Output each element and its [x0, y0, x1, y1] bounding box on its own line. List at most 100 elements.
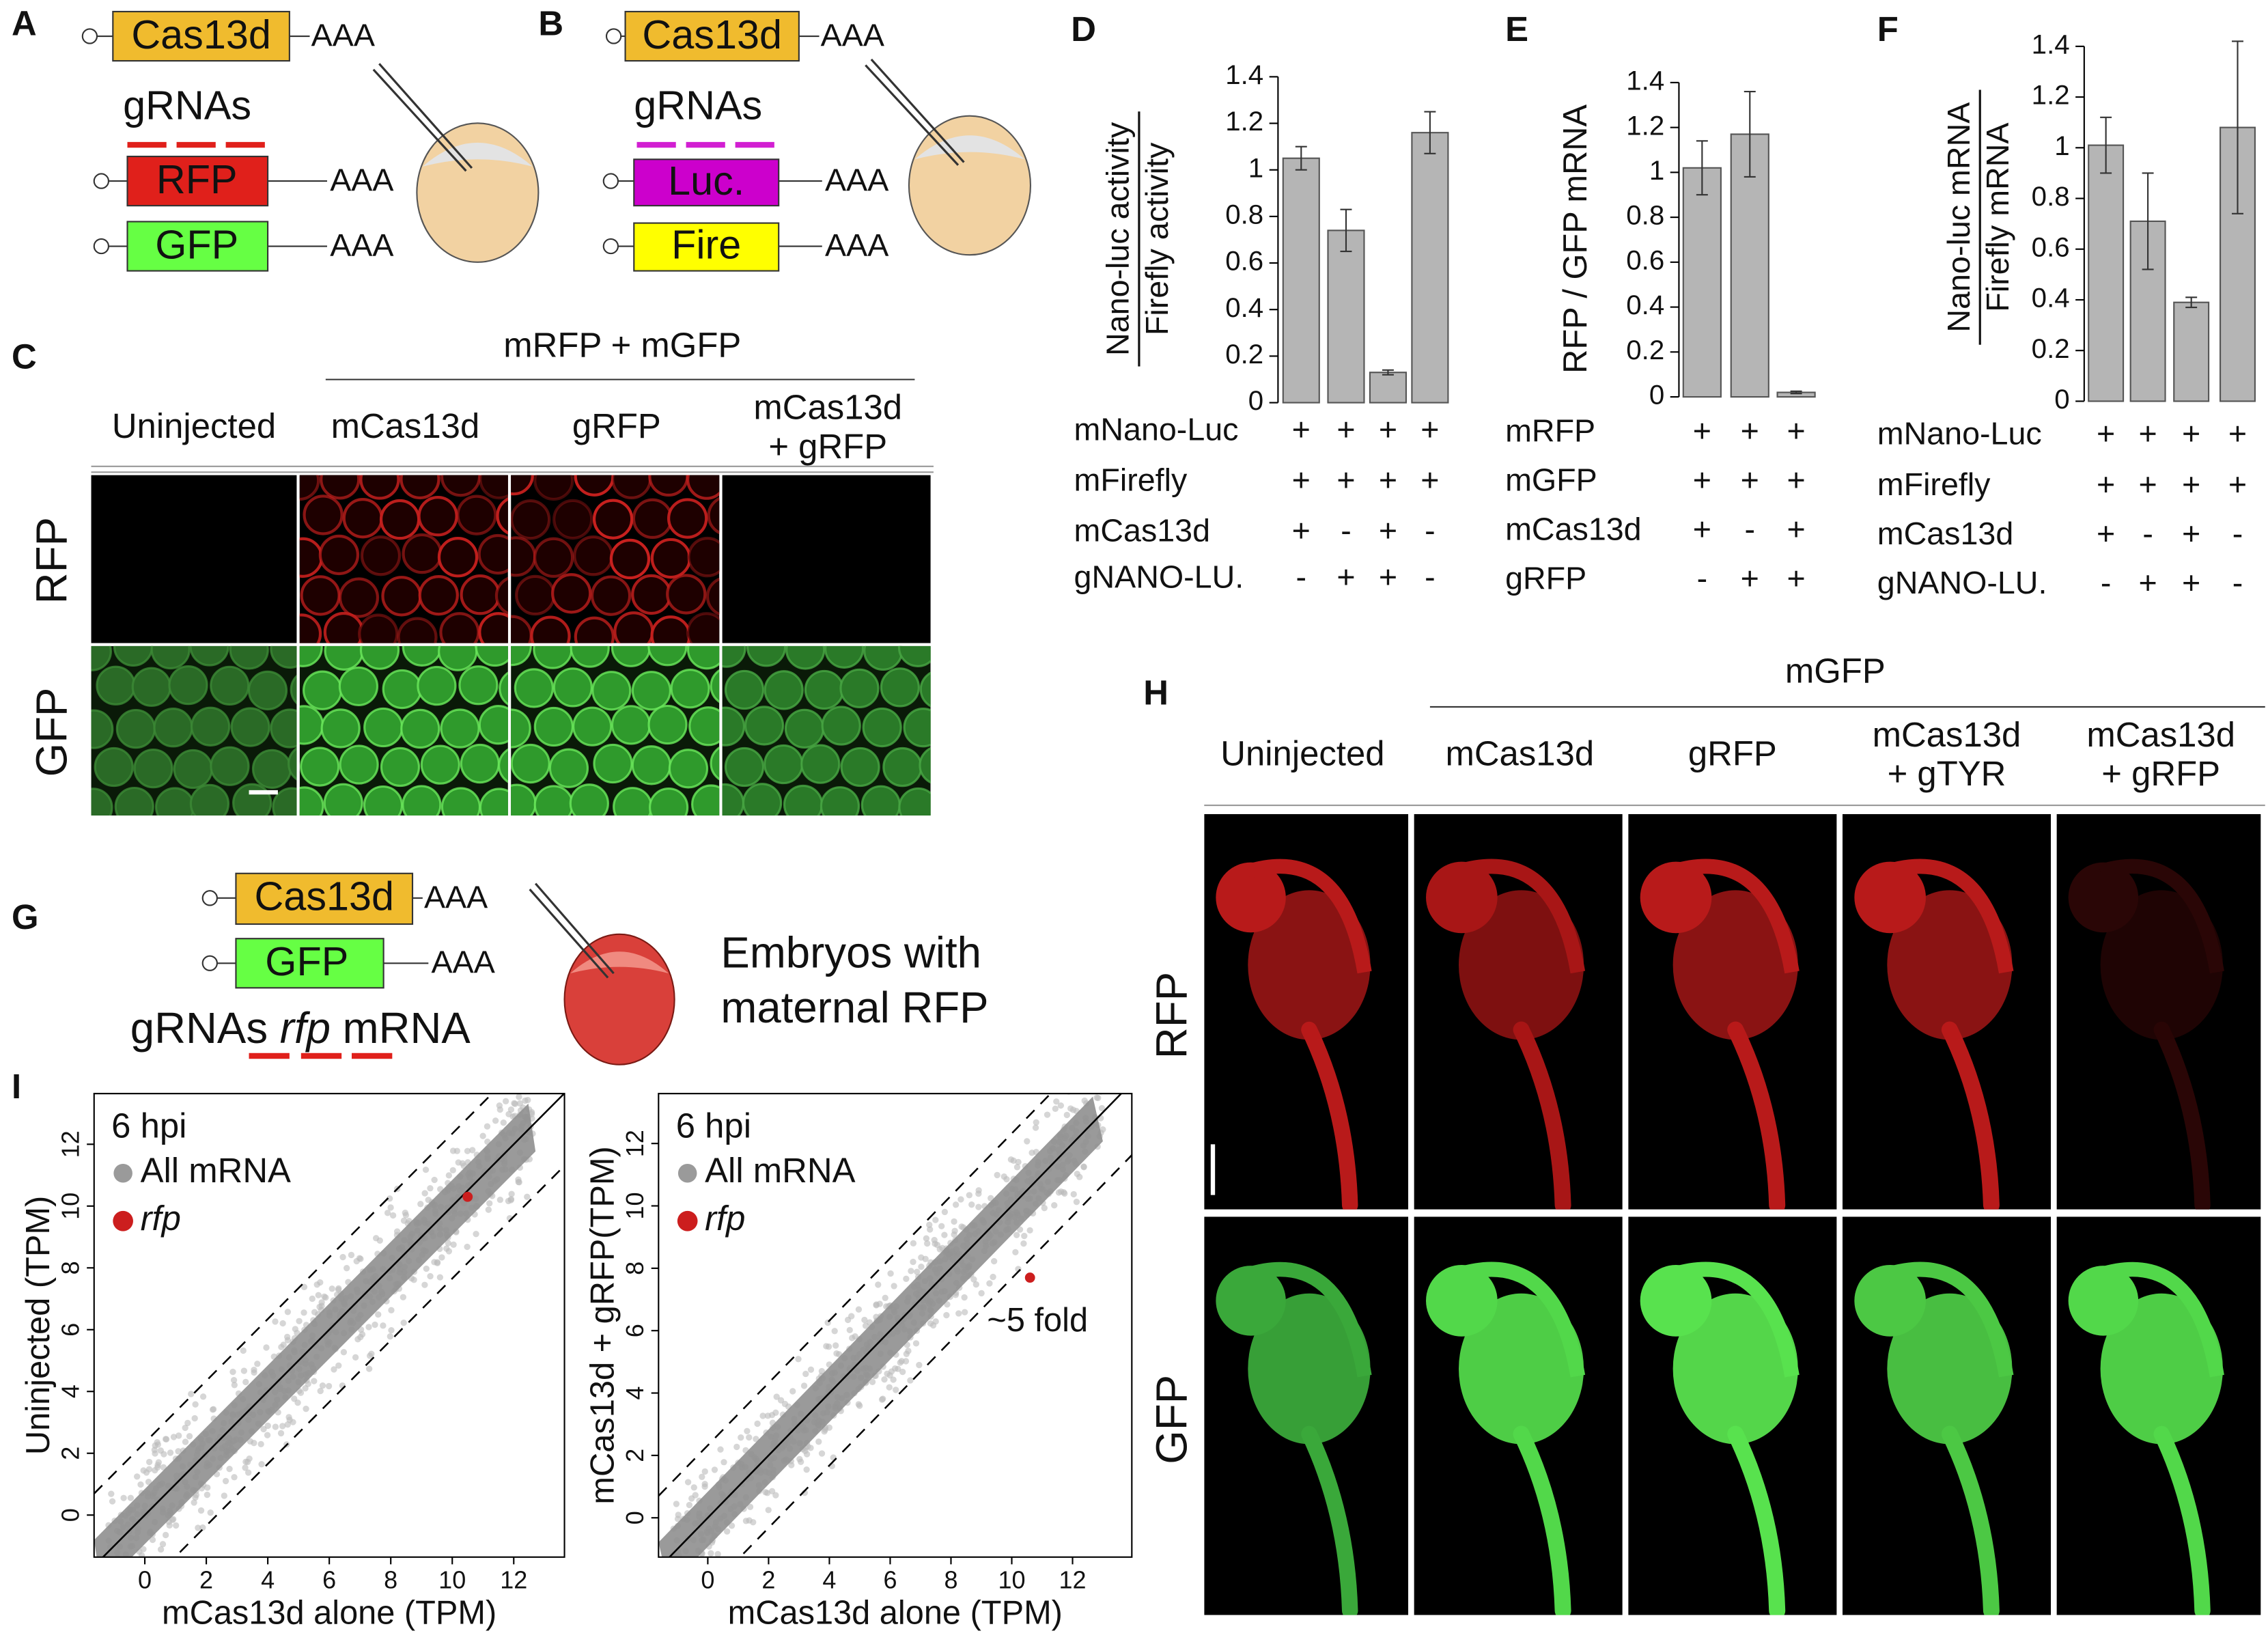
background-point — [701, 1468, 708, 1475]
background-point — [317, 1387, 324, 1395]
needle-icon — [529, 882, 615, 979]
background-point — [184, 1419, 191, 1427]
condition-mark: + — [2138, 565, 2157, 600]
embryo — [397, 617, 438, 643]
micrograph — [91, 475, 297, 643]
background-point — [485, 1206, 492, 1213]
background-point — [686, 1561, 692, 1567]
background-point — [175, 1448, 182, 1455]
embryo — [494, 576, 508, 615]
embryo — [742, 783, 783, 816]
background-point — [1076, 1054, 1082, 1060]
background-point — [910, 1258, 916, 1266]
background-point — [372, 1235, 380, 1242]
embryo — [214, 824, 251, 862]
background-point — [173, 1522, 180, 1529]
micrograph — [1842, 1216, 2052, 1615]
micrograph — [299, 475, 508, 643]
condition-label: mCas13d — [1877, 516, 2013, 551]
background-point — [115, 1562, 121, 1568]
background-point — [1013, 1231, 1020, 1238]
embryo — [400, 708, 440, 749]
y-tick-label: 0.8 — [1626, 200, 1664, 231]
embryo — [574, 475, 615, 497]
background-point — [1073, 1082, 1079, 1088]
background-point — [966, 1192, 972, 1199]
embryo — [247, 670, 288, 711]
micrograph — [2056, 813, 2261, 1210]
embryo — [460, 743, 500, 784]
condition-mark: + — [2097, 466, 2115, 502]
embryo — [530, 615, 571, 643]
embryo — [533, 475, 574, 501]
embryo — [686, 475, 720, 500]
y-tick-label: 0.6 — [2032, 232, 2070, 262]
embryo — [592, 828, 630, 865]
background-point — [912, 1340, 920, 1347]
background-point — [226, 1466, 233, 1473]
background-point — [450, 1241, 457, 1248]
y-tick-label: 1 — [1649, 155, 1664, 186]
embryo — [189, 783, 230, 816]
background-point — [505, 1111, 512, 1117]
background-point — [258, 1461, 265, 1468]
background-point — [384, 1210, 391, 1216]
background-point — [916, 1361, 923, 1369]
background-point — [445, 1240, 451, 1246]
background-point — [387, 1333, 393, 1340]
y-axis-label: Uninjected (TPM) — [20, 1196, 57, 1455]
background-point — [875, 1281, 882, 1288]
y-tick-label: 0.8 — [2032, 181, 2070, 212]
embryo — [339, 828, 377, 866]
background-point — [240, 1347, 247, 1354]
background-point — [684, 1479, 692, 1486]
row-label: GFP — [1148, 1375, 1196, 1464]
y-tick-label: 8 — [56, 1261, 84, 1274]
embryo — [456, 494, 497, 535]
background-point — [941, 1208, 949, 1216]
embryo — [650, 538, 692, 579]
background-point — [914, 1268, 921, 1275]
condition-mark: - — [1697, 561, 1708, 596]
x-tick-label: 4 — [822, 1565, 836, 1593]
y-label-denominator: Firefly mRNA — [1980, 122, 2015, 311]
background-point — [994, 1171, 1000, 1179]
background-point — [162, 1531, 169, 1539]
y-axis-label: Nano-luc mRNA Firefly mRNA — [1941, 89, 2015, 345]
embryo — [592, 499, 634, 540]
embryo — [686, 612, 720, 643]
background-point — [331, 1366, 337, 1373]
embryo — [338, 666, 379, 707]
embryo — [574, 616, 615, 643]
legend-swatch — [113, 1163, 132, 1183]
condition-mark: + — [1787, 413, 1805, 448]
background-point — [1026, 1227, 1033, 1234]
condition-mark: + — [2138, 466, 2157, 502]
error-bar — [2232, 40, 2243, 214]
embryo — [270, 708, 297, 749]
embryo — [498, 748, 508, 783]
background-point — [352, 1354, 359, 1361]
background-point — [421, 1190, 428, 1197]
cap-icon — [201, 955, 218, 971]
background-point — [962, 1309, 968, 1315]
background-point — [380, 1322, 387, 1329]
background-point — [682, 1606, 688, 1613]
background-point — [154, 1462, 161, 1468]
background-point — [145, 1458, 153, 1466]
cap-icon — [602, 173, 619, 189]
background-point — [765, 1507, 772, 1514]
embryo-trunk — [1456, 859, 1586, 974]
embryo — [114, 786, 154, 816]
background-point — [1080, 1164, 1087, 1171]
background-point — [210, 1406, 217, 1412]
point-cloud — [658, 1096, 1103, 1557]
condition-label: mFirefly — [1877, 466, 1991, 502]
legend-label: All mRNA — [141, 1151, 291, 1190]
background-point — [891, 1365, 899, 1372]
embryo — [919, 671, 931, 708]
background-point — [1073, 1199, 1080, 1206]
background-point — [1061, 1190, 1068, 1197]
embryo — [898, 787, 931, 816]
embryo — [512, 828, 550, 865]
